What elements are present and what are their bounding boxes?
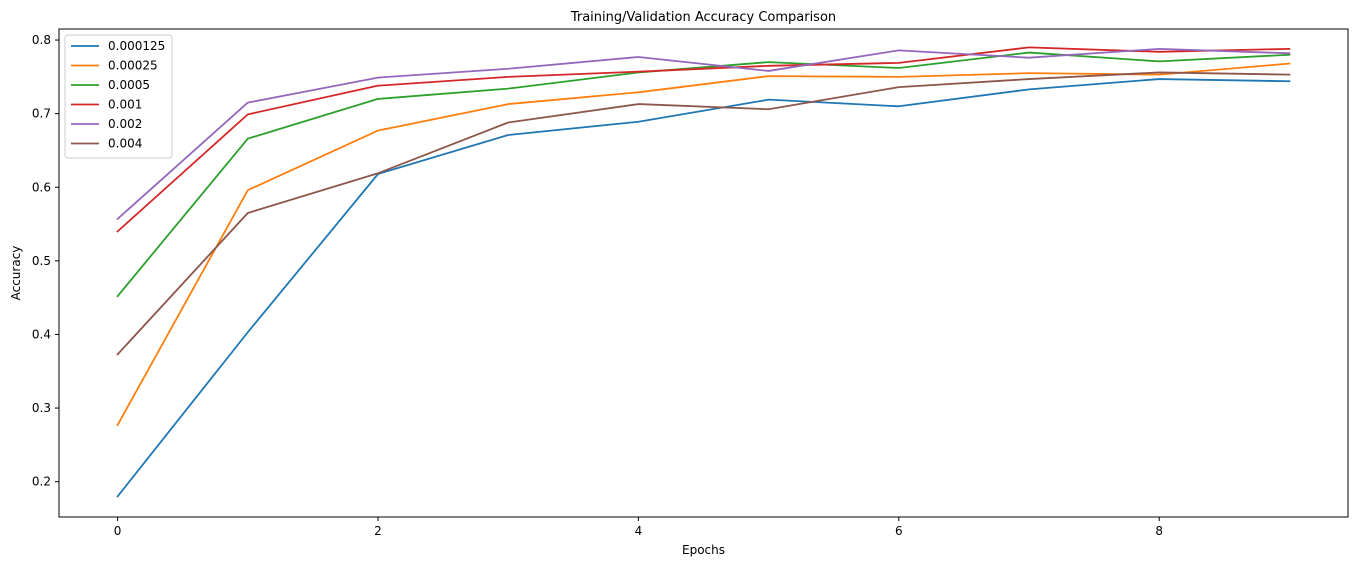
legend-label: 0.00025: [108, 59, 158, 73]
legend-label: 0.002: [108, 117, 142, 131]
series-line-0.000125: [116, 78, 1291, 498]
series-line-0.0005: [116, 51, 1291, 298]
y-tick-label: 0.6: [32, 180, 51, 194]
y-axis-label: Accuracy: [9, 246, 23, 301]
legend-label: 0.004: [108, 137, 142, 151]
chart-title: Training/Validation Accuracy Comparison: [570, 10, 836, 25]
y-tick-label: 0.8: [32, 33, 51, 47]
x-axis-label: Epochs: [682, 543, 725, 557]
x-tick-label: 4: [635, 524, 643, 538]
x-axis: 0 2 4 6 8: [114, 517, 1163, 538]
legend-label: 0.001: [108, 98, 142, 112]
y-tick-label: 0.5: [32, 254, 51, 268]
y-tick-label: 0.7: [32, 107, 51, 121]
series-line-0.004: [116, 71, 1291, 356]
x-tick-label: 8: [1155, 524, 1163, 538]
plot-frame: [58, 28, 1349, 518]
series-line-0.00025: [116, 62, 1291, 427]
legend: 0.000125 0.00025 0.0005 0.001 0.002 0.004: [64, 34, 173, 159]
y-tick-label: 0.2: [32, 475, 51, 489]
x-tick-label: 0: [114, 524, 122, 538]
series-line-0.002: [116, 47, 1291, 221]
x-tick-label: 6: [895, 524, 903, 538]
y-tick-label: 0.4: [32, 327, 51, 341]
plot-area: [116, 46, 1291, 498]
legend-label: 0.0005: [108, 78, 150, 92]
y-tick-label: 0.3: [32, 401, 51, 415]
x-tick-label: 2: [374, 524, 382, 538]
y-axis: 0.2 0.3 0.4 0.5 0.6 0.7 0.8: [32, 33, 59, 489]
series-line-0.001: [116, 46, 1291, 233]
legend-label: 0.000125: [108, 39, 165, 53]
